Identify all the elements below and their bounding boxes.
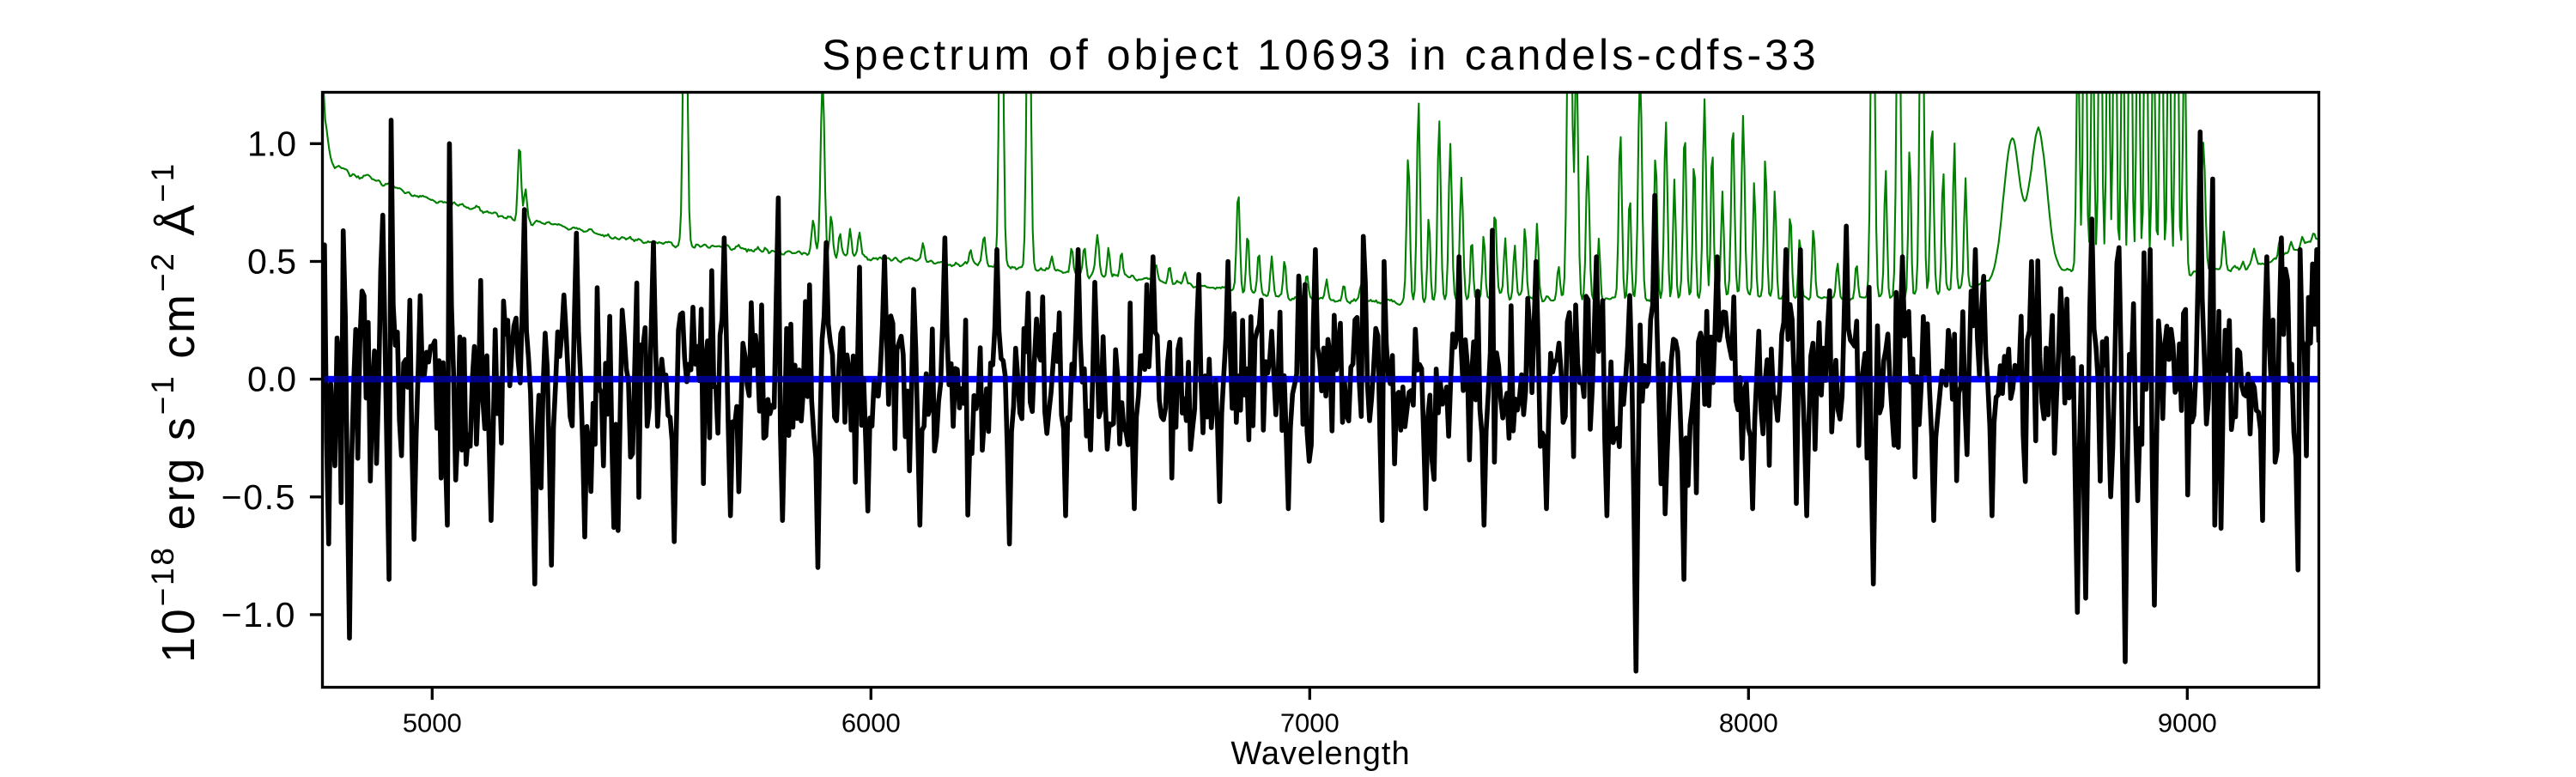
svg-text:7000: 7000 <box>1280 708 1340 738</box>
svg-text:6000: 6000 <box>841 708 901 738</box>
svg-text:−1.0: −1.0 <box>222 595 296 634</box>
svg-text:10−18 erg s−1 cm−2 Å−1: 10−18 erg s−1 cm−2 Å−1 <box>145 161 204 663</box>
svg-text:0.0: 0.0 <box>247 360 296 399</box>
svg-text:0.5: 0.5 <box>247 242 296 282</box>
svg-text:5000: 5000 <box>403 708 462 738</box>
svg-text:Spectrum of object 10693 in ca: Spectrum of object 10693 in candels-cdfs… <box>822 31 1819 79</box>
svg-text:−0.5: −0.5 <box>222 477 296 517</box>
svg-text:8000: 8000 <box>1719 708 1778 738</box>
svg-text:9000: 9000 <box>2158 708 2217 738</box>
svg-text:1.0: 1.0 <box>247 124 296 163</box>
svg-text:Wavelength: Wavelength <box>1230 736 1410 772</box>
